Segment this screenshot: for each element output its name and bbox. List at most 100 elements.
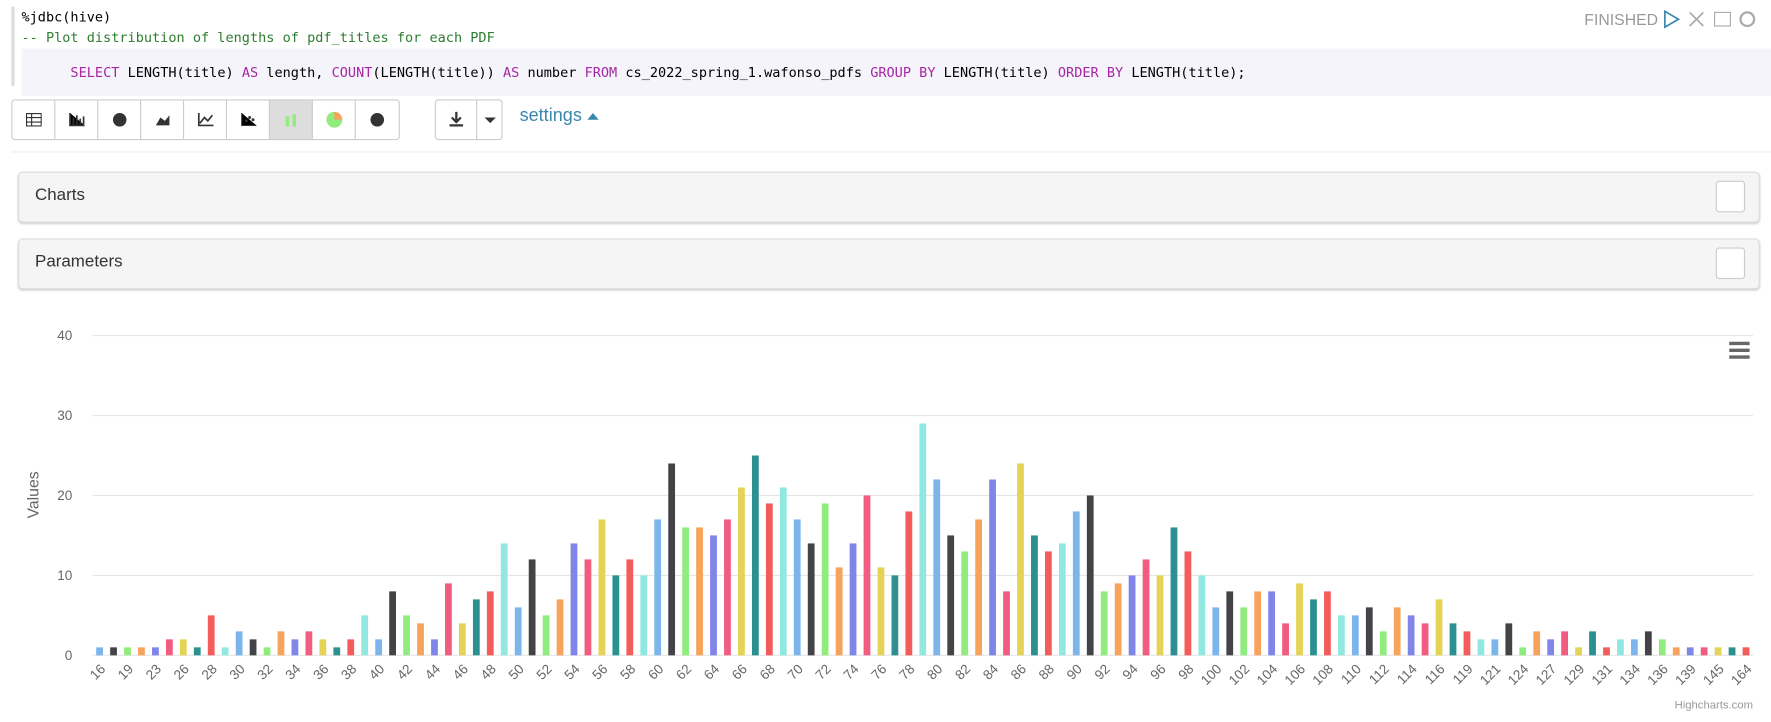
bar <box>514 607 522 656</box>
bar <box>1561 631 1569 656</box>
bar <box>570 543 578 656</box>
x-tick-label: 70 <box>785 661 806 682</box>
x-tick-label: 108 <box>1310 661 1337 688</box>
panel[interactable]: Parameters <box>18 238 1760 290</box>
y-tick-label: 0 <box>65 648 73 663</box>
kw: GROUP BY <box>870 64 936 81</box>
x-tick-label: 34 <box>282 661 304 683</box>
tok: LENGTH(title); <box>1123 64 1246 81</box>
settings-toggle[interactable]: settings <box>520 106 599 126</box>
x-tick-label: 121 <box>1477 661 1504 688</box>
download-btn[interactable] <box>434 99 503 141</box>
bar <box>807 543 815 656</box>
line-btn[interactable] <box>184 100 228 139</box>
y-tick-label: 20 <box>57 488 72 503</box>
query: SELECT LENGTH(title) AS length, COUNT(LE… <box>21 48 1771 97</box>
table-btn[interactable] <box>12 100 56 139</box>
tok: number <box>519 64 585 81</box>
bar <box>877 567 885 656</box>
expand-btn[interactable] <box>1715 180 1746 213</box>
bar <box>486 591 494 656</box>
piechart-btn[interactable] <box>313 100 356 139</box>
bar <box>1658 639 1666 656</box>
chart-type-buttons[interactable] <box>11 99 400 141</box>
x-tick-label: 36 <box>310 661 331 682</box>
scatter-btn[interactable] <box>227 100 270 139</box>
panel-title: Charts <box>35 185 85 205</box>
bar <box>361 615 369 656</box>
x-tick-label: 164 <box>1728 661 1755 688</box>
bar <box>1617 639 1624 656</box>
bar <box>1212 607 1220 656</box>
bar <box>333 647 341 656</box>
x-tick-label: 76 <box>868 661 889 682</box>
area-btn[interactable] <box>141 100 185 139</box>
bar <box>277 631 285 656</box>
bar <box>1170 527 1178 656</box>
x-tick-label: 98 <box>1175 661 1196 682</box>
bar <box>1240 607 1248 656</box>
pie-btn[interactable] <box>98 100 142 139</box>
expand-btn[interactable] <box>1715 247 1746 280</box>
bar <box>193 647 201 656</box>
bar-btn[interactable] <box>55 100 99 139</box>
bar <box>640 575 648 656</box>
x-tick-label: 56 <box>589 661 610 682</box>
bar <box>1100 591 1108 656</box>
bar <box>235 631 243 656</box>
x-tick-label: 40 <box>366 661 387 682</box>
bar <box>389 591 396 656</box>
x-tick-label: 119 <box>1450 661 1476 687</box>
multibar-btn[interactable] <box>269 100 313 139</box>
x-tick-label: 145 <box>1700 661 1727 688</box>
x-tick-label: 19 <box>115 661 136 682</box>
bar <box>724 519 731 656</box>
bar <box>445 583 452 656</box>
x-tick-label: 80 <box>924 661 945 682</box>
bar <box>696 527 703 656</box>
panel-title: Parameters <box>35 251 123 272</box>
bar <box>1575 647 1582 656</box>
panel[interactable]: Charts <box>18 171 1760 223</box>
bar <box>668 463 676 656</box>
paragraph-controls[interactable] <box>1663 9 1758 29</box>
bar <box>165 639 173 656</box>
bar <box>1435 599 1443 656</box>
map-btn[interactable] <box>356 101 399 139</box>
bar <box>849 543 857 656</box>
bar <box>891 575 899 656</box>
bar <box>305 631 313 656</box>
kw: FROM <box>584 64 618 81</box>
x-tick-label: 106 <box>1282 661 1309 688</box>
x-tick-label: 38 <box>338 661 359 682</box>
bar <box>751 455 759 656</box>
bar <box>919 423 927 656</box>
bar <box>1310 599 1317 656</box>
bar <box>1603 647 1610 656</box>
bar <box>1156 575 1164 656</box>
tok: length, <box>258 64 332 81</box>
x-tick-label: 58 <box>617 661 638 682</box>
comment: -- Plot distribution of lengths of pdf_t… <box>21 29 495 46</box>
x-tick-label: 102 <box>1226 661 1253 688</box>
bar <box>626 559 634 656</box>
menu-icon[interactable] <box>1729 341 1750 359</box>
bar <box>458 623 466 656</box>
bar <box>793 519 801 656</box>
x-tick-label: 84 <box>980 661 1002 683</box>
x-tick-label: 92 <box>1092 661 1113 682</box>
kw: ORDER BY <box>1057 64 1124 81</box>
x-tick-label: 64 <box>701 661 723 683</box>
bar <box>1351 615 1359 656</box>
bar <box>152 647 159 656</box>
bar <box>1072 511 1080 656</box>
x-tick-label: 110 <box>1338 661 1364 687</box>
x-tick-label: 60 <box>645 661 666 682</box>
bar <box>1505 623 1513 656</box>
code-editor[interactable]: %jdbc(hive) -- Plot distribution of leng… <box>11 6 1771 97</box>
bar <box>1449 623 1457 656</box>
bar <box>500 543 508 656</box>
bar <box>110 647 117 656</box>
bar <box>124 647 131 656</box>
